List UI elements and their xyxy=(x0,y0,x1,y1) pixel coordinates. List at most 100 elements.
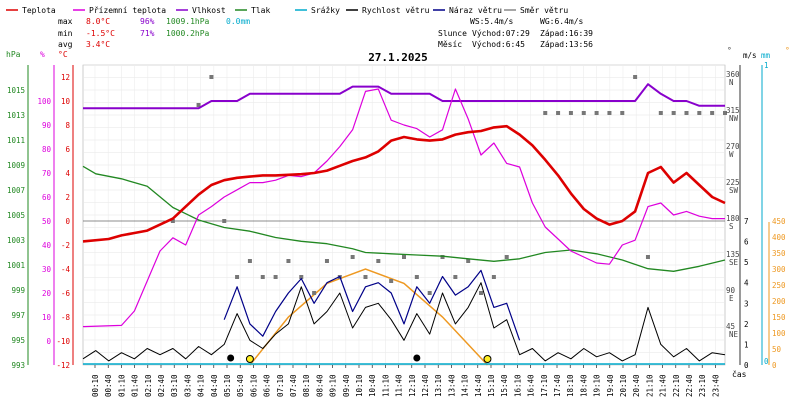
wind-direction-mark xyxy=(247,259,252,263)
wind-direction-mark xyxy=(671,111,676,115)
stat-moon-label: Měsíc xyxy=(438,40,462,49)
series-pressure xyxy=(82,165,726,272)
axis-deg-tick: -2 xyxy=(61,241,70,250)
stat-moon-rise: Východ:6:45 xyxy=(472,40,525,49)
axis-pct-tick: 90 xyxy=(42,121,52,130)
axis-x-tick: 11:40 xyxy=(395,374,404,397)
axis-pct-label: % xyxy=(40,50,45,59)
axis-pct-tick: 10 xyxy=(42,313,52,322)
wind-direction-mark xyxy=(645,255,650,259)
axis-pct-tick: 80 xyxy=(42,145,52,154)
stat-max-label: max xyxy=(58,17,73,26)
wind-direction-mark xyxy=(504,255,509,259)
sun-elevation-line xyxy=(249,268,489,366)
axis-x-tick: 09:40 xyxy=(342,374,351,397)
axis-x-tick: 12:40 xyxy=(421,374,430,397)
axis-x-tick: 13:10 xyxy=(434,374,443,397)
axis-x-tick: 01:10 xyxy=(117,374,126,397)
axis-deg-tick: 8 xyxy=(65,121,70,130)
chart-title: 27.1.2025 xyxy=(368,51,428,64)
axis-dir-compass-tick: W xyxy=(729,150,734,159)
axis-ms-tick: 2 xyxy=(744,320,749,329)
axis-hpa-tick: 1009 xyxy=(7,161,25,170)
axis-x-tick: 03:10 xyxy=(170,374,179,397)
sunrise-icon xyxy=(245,355,254,363)
axis-deg-tick: 0 xyxy=(65,217,70,226)
axis-deg-tick: -10 xyxy=(56,337,70,346)
series-humidity xyxy=(83,83,725,110)
wind-direction-mark xyxy=(324,259,329,263)
axis-ms-tick: 1 xyxy=(744,340,749,349)
wind-direction-mark xyxy=(543,111,548,115)
legend-label-hum: Vlhkost xyxy=(192,6,226,15)
axis-mm-tick: 0 xyxy=(764,357,769,366)
axis-deg-tick: -8 xyxy=(61,313,71,322)
axis-x-tick: 02:10 xyxy=(144,374,153,397)
legend-label-temp: Teplota xyxy=(22,6,56,15)
wind-direction-mark xyxy=(389,279,394,283)
wind-direction-mark xyxy=(453,275,458,279)
axis-sun-tick: 400 xyxy=(772,233,786,242)
axis-hpa-tick: 999 xyxy=(11,286,25,295)
wind-direction-mark xyxy=(633,75,638,79)
axis-sun-tick: 350 xyxy=(772,249,786,258)
axis-x-tick: 14:40 xyxy=(474,374,483,397)
axis-pct-tick: 70 xyxy=(42,169,52,178)
axis-x-tick: 08:10 xyxy=(302,374,311,397)
axis-ms-label: m/s xyxy=(743,51,757,60)
wind-direction-mark xyxy=(273,275,278,279)
axis-x-tick: 23:10 xyxy=(698,374,707,397)
axis-x-tick: 14:10 xyxy=(461,374,470,397)
axis-x-tick: 20:40 xyxy=(632,374,641,397)
axis-x-tick: 00:10 xyxy=(91,374,100,397)
wind-direction-mark xyxy=(170,219,175,223)
wind-direction-mark xyxy=(209,75,214,79)
stat-sun-label: Slunce xyxy=(438,29,467,38)
axis-x-tick: 18:40 xyxy=(579,374,588,397)
axes: hPa% °C9939959979991001100310051007100910… xyxy=(6,46,790,397)
axis-deg-tick: 4 xyxy=(65,169,70,178)
wind-direction-mark xyxy=(466,259,471,263)
stat-temp-min: -1.5°C xyxy=(86,29,115,38)
axis-x-tick: 16:10 xyxy=(513,374,522,397)
axis-pct-tick: 40 xyxy=(42,241,52,250)
axis-x-tick: 06:10 xyxy=(249,374,258,397)
stat-press-max: 1009.1hPa xyxy=(166,17,210,26)
axis-dir-tick: 360 xyxy=(726,70,740,79)
series-wind-speed xyxy=(82,282,726,362)
stat-min-label: min xyxy=(58,29,73,38)
wind-direction-mark xyxy=(684,111,689,115)
axis-sun-tick: 450 xyxy=(772,217,786,226)
axis-ms-tick: 6 xyxy=(744,238,749,247)
axis-x-tick: 04:40 xyxy=(210,374,219,397)
axis-x-tick: 16:40 xyxy=(527,374,536,397)
axis-ms-tick: 5 xyxy=(744,258,749,267)
axis-hpa-tick: 1005 xyxy=(7,211,25,220)
axis-dir-tick: 45 xyxy=(726,322,735,331)
stat-hum-max: 96% xyxy=(140,17,155,26)
axis-x-tick: 22:40 xyxy=(685,374,694,397)
stat-avg-label: avg xyxy=(58,40,73,49)
axis-x-tick: 03:40 xyxy=(183,374,192,397)
wind-direction-mark xyxy=(376,259,381,263)
axis-x-tick: 00:40 xyxy=(104,374,113,397)
axis-x-tick: 20:10 xyxy=(619,374,628,397)
axis-sun-tick: 50 xyxy=(772,345,782,354)
stats-panel: max 8.0°C 96% 1009.1hPa 0.0mm min -1.5°C… xyxy=(58,17,593,49)
axis-x-tick: 08:40 xyxy=(315,374,324,397)
wind-direction-mark xyxy=(594,111,599,115)
axis-hpa-label: hPa xyxy=(6,50,21,59)
stat-sun-set: Západ:16:39 xyxy=(540,29,593,38)
axis-hpa-tick: 1015 xyxy=(7,86,25,95)
axis-dir-compass-tick: NW xyxy=(729,114,739,123)
axis-pct-tick: 30 xyxy=(42,265,52,274)
axis-x-tick: 07:40 xyxy=(289,374,298,397)
wind-direction-mark xyxy=(620,111,625,115)
axis-pct-tick: 0 xyxy=(46,337,51,346)
axis-x-tick: 17:40 xyxy=(553,374,562,397)
axis-x-tick: 04:10 xyxy=(197,374,206,397)
axis-hpa-tick: 995 xyxy=(11,336,25,345)
wind-direction-mark xyxy=(556,111,561,115)
wind-direction-mark xyxy=(658,111,663,115)
axis-x-tick: 05:40 xyxy=(236,374,245,397)
